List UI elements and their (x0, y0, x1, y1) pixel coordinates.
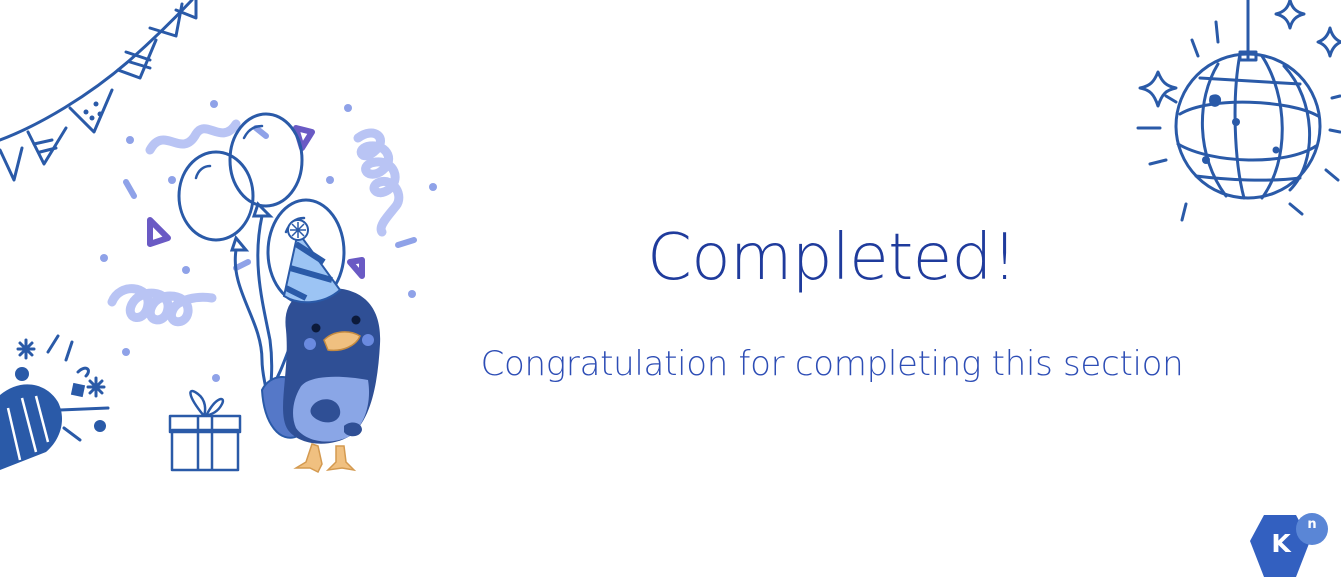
logo-superscript: n (1307, 517, 1317, 532)
disco-ball-icon (1136, 0, 1341, 222)
logo-letter: K (1271, 529, 1291, 558)
party-bird-mascot (260, 219, 381, 474)
knative-logo-icon (1250, 513, 1328, 577)
completion-message: Congratulation for completing this secti… (480, 344, 1184, 384)
bunting-flags-icon (0, 0, 198, 182)
balloons-icon (0, 100, 437, 472)
party-popper-icon (0, 334, 110, 470)
gift-box-icon (168, 389, 242, 472)
knative-logo[interactable]: K n (1248, 511, 1336, 581)
completed-title: Completed! (647, 221, 1017, 295)
